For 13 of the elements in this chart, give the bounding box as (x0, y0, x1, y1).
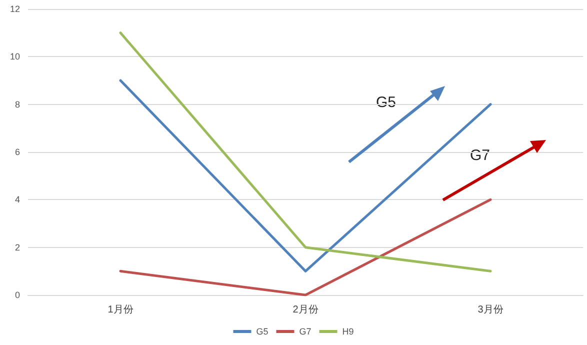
legend-label: H9 (342, 326, 354, 336)
y-tick-label: 4 (14, 194, 20, 205)
legend-label: G7 (299, 326, 312, 336)
y-tick-label: 12 (10, 4, 20, 14)
x-tick-label: 2月份 (292, 304, 318, 316)
y-tick-label: 0 (14, 290, 20, 300)
y-tick-label: 6 (14, 147, 20, 157)
y-tick-label: 2 (14, 242, 20, 252)
y-tick-label: 8 (14, 99, 20, 110)
legend-label: G5 (256, 326, 268, 336)
y-tick-label: 10 (10, 52, 20, 62)
x-tick-label: 3月份 (478, 304, 504, 316)
x-tick-label: 1月份 (108, 304, 134, 316)
